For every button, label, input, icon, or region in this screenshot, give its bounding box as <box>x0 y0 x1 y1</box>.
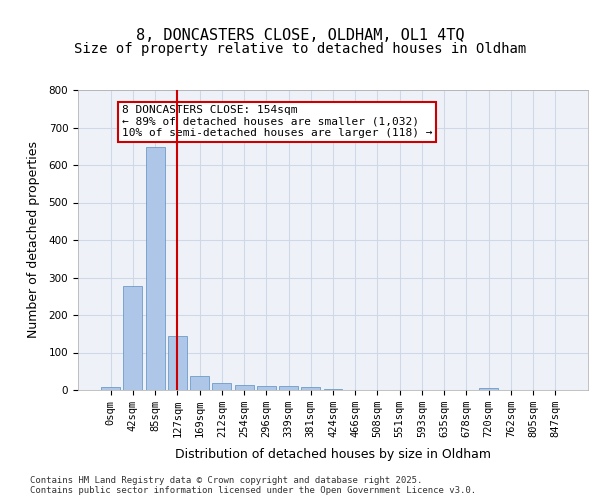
Bar <box>279 386 298 390</box>
Text: Contains HM Land Registry data © Crown copyright and database right 2025.
Contai: Contains HM Land Registry data © Crown c… <box>30 476 476 495</box>
Text: Size of property relative to detached houses in Oldham: Size of property relative to detached ho… <box>74 42 526 56</box>
Bar <box>124 286 142 390</box>
Bar <box>146 147 164 390</box>
Bar <box>235 385 254 390</box>
Bar <box>101 388 120 390</box>
Bar <box>190 376 209 390</box>
Y-axis label: Number of detached properties: Number of detached properties <box>28 142 40 338</box>
X-axis label: Distribution of detached houses by size in Oldham: Distribution of detached houses by size … <box>175 448 491 462</box>
Bar <box>212 383 231 390</box>
Text: 8, DONCASTERS CLOSE, OLDHAM, OL1 4TQ: 8, DONCASTERS CLOSE, OLDHAM, OL1 4TQ <box>136 28 464 42</box>
Bar <box>168 336 187 390</box>
Text: 8 DONCASTERS CLOSE: 154sqm
← 89% of detached houses are smaller (1,032)
10% of s: 8 DONCASTERS CLOSE: 154sqm ← 89% of deta… <box>122 105 432 138</box>
Bar <box>257 386 276 390</box>
Bar <box>301 387 320 390</box>
Bar <box>479 388 498 390</box>
Bar <box>323 389 343 390</box>
